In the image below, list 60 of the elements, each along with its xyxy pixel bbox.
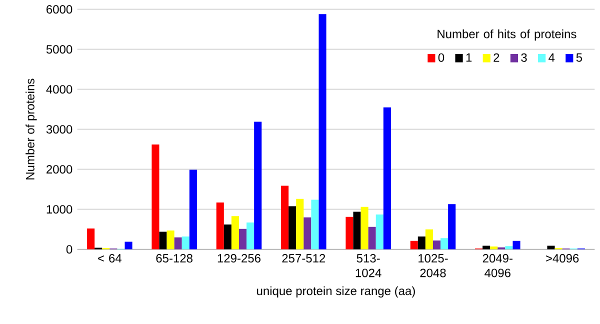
bar: [505, 246, 513, 250]
x-tick-label: 257-512: [282, 254, 326, 263]
bar: [318, 14, 326, 250]
legend-label: 3: [521, 53, 527, 62]
bar: [87, 228, 95, 250]
bar: [353, 212, 361, 250]
legend-label: 0: [438, 53, 444, 62]
y-tick-label: 5000: [46, 45, 72, 54]
legend-title: Number of hits of proteins: [438, 29, 576, 41]
x-tick-label: 129-256: [218, 254, 260, 263]
x-tick-label: 513-1024: [356, 254, 382, 278]
bar: [547, 246, 555, 250]
y-tick-label: 3000: [46, 125, 72, 134]
y-tick-label: 0: [66, 245, 72, 254]
bar: [482, 246, 490, 250]
bar: [174, 237, 182, 250]
bar: [281, 186, 289, 250]
bar: [296, 198, 304, 250]
bar: [254, 122, 262, 250]
bar: [152, 144, 160, 250]
bar: [159, 232, 167, 250]
y-tick-label: 2000: [46, 165, 72, 174]
bar: [376, 214, 384, 250]
bar: [124, 242, 132, 250]
bar: [368, 226, 376, 250]
legend-label: 5: [576, 53, 582, 62]
legend-label: 2: [494, 53, 500, 62]
bar: [288, 206, 296, 250]
bar: [239, 228, 247, 250]
bar: [360, 206, 368, 250]
bar: [182, 236, 190, 250]
bar: [512, 240, 520, 250]
legend-label: 1: [466, 53, 472, 62]
bar: [346, 216, 354, 250]
bar: [383, 107, 391, 250]
bar: [425, 229, 433, 250]
legend-label: 4: [548, 53, 555, 62]
x-tick-label: 2049-4096: [482, 254, 512, 278]
bar: [418, 236, 426, 250]
y-tick-label: 4000: [46, 85, 72, 94]
bar: [410, 240, 418, 250]
y-axis-title: Number of proteins: [26, 78, 37, 180]
x-tick-label: >4096: [546, 254, 579, 263]
y-tick-label: 6000: [46, 5, 72, 14]
bar: [189, 170, 197, 250]
x-axis-title: unique protein size range (aa): [257, 286, 415, 298]
x-tick-label: 65-128: [156, 254, 192, 263]
y-tick-label: 1000: [46, 205, 72, 214]
x-tick-label: 1025-2048: [418, 254, 448, 278]
bar: [311, 200, 319, 250]
bar: [224, 224, 232, 250]
bar: [440, 238, 448, 250]
bar: [216, 202, 224, 250]
bar: [246, 222, 254, 250]
bar: [231, 216, 239, 250]
x-tick-label: < 64: [98, 254, 122, 263]
bar: [432, 240, 441, 250]
bar: [166, 230, 174, 250]
bar: [448, 204, 456, 250]
bar: [304, 217, 312, 250]
